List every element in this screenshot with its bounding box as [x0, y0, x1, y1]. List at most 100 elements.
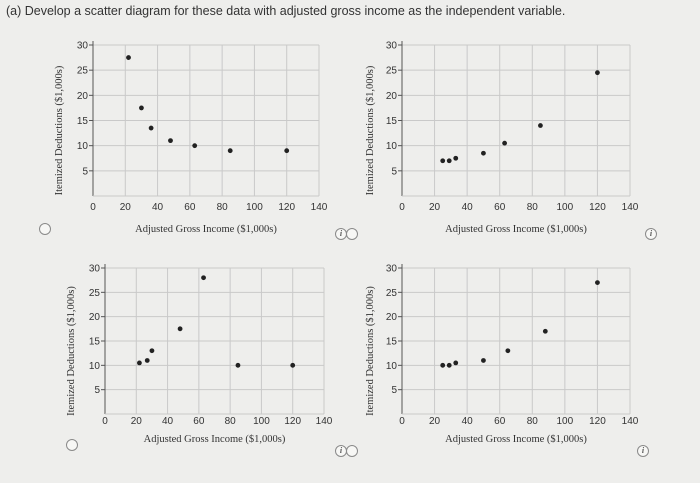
y-tick-label: 20 — [77, 91, 89, 102]
y-tick-label: 20 — [386, 91, 398, 102]
x-tick-label: 120 — [278, 202, 295, 213]
x-tick-label: 40 — [462, 202, 474, 213]
data-point — [595, 280, 600, 285]
option-d-radio[interactable] — [346, 445, 358, 457]
y-tick-label: 20 — [386, 312, 398, 323]
data-point — [481, 358, 486, 363]
data-point — [235, 362, 241, 368]
data-point — [481, 150, 486, 156]
data-point — [453, 155, 459, 161]
data-point — [290, 362, 296, 368]
info-icon-d[interactable]: i — [637, 445, 649, 457]
y-tick-label: 30 — [386, 264, 398, 275]
data-point — [139, 105, 144, 111]
x-tick-label: 60 — [494, 202, 506, 213]
data-point — [453, 360, 459, 366]
x-tick-label: 0 — [399, 416, 405, 427]
x-tick-label: 120 — [284, 416, 301, 427]
y-tick-label: 25 — [89, 288, 101, 299]
y-tick-label: 30 — [386, 41, 398, 52]
y-axis-label: Itemized Deductions ($1,000s) — [66, 286, 77, 416]
data-point — [502, 140, 507, 146]
x-tick-label: 80 — [527, 202, 539, 213]
y-tick-label: 25 — [386, 288, 398, 299]
x-tick-label: 100 — [557, 416, 574, 427]
x-tick-label: 20 — [429, 202, 441, 213]
data-point — [149, 348, 155, 354]
x-tick-label: 20 — [429, 416, 441, 427]
y-tick-label: 10 — [77, 141, 89, 152]
y-tick-label: 5 — [82, 166, 88, 177]
y-tick-label: 15 — [89, 337, 101, 348]
data-point — [168, 138, 173, 144]
x-tick-label: 60 — [184, 202, 196, 213]
y-tick-label: 25 — [386, 66, 398, 77]
x-tick-label: 140 — [311, 202, 328, 213]
data-point — [446, 158, 452, 164]
y-tick-label: 15 — [77, 116, 89, 127]
data-point — [148, 125, 154, 131]
data-point — [126, 55, 131, 60]
data-point — [538, 123, 543, 128]
y-tick-label: 25 — [77, 66, 89, 77]
x-tick-label: 60 — [494, 416, 506, 427]
x-tick-label: 20 — [131, 416, 143, 427]
y-tick-label: 5 — [94, 385, 100, 396]
data-point — [192, 143, 198, 149]
x-tick-label: 0 — [90, 202, 96, 213]
data-point — [440, 362, 446, 368]
y-tick-label: 10 — [386, 361, 398, 372]
x-axis-label: Adjusted Gross Income ($1,000s) — [135, 224, 277, 235]
data-point — [595, 70, 600, 76]
x-tick-label: 120 — [589, 202, 606, 213]
y-tick-label: 5 — [391, 385, 397, 396]
data-point — [201, 275, 206, 281]
x-axis-label: Adjusted Gross Income ($1,000s) — [445, 434, 587, 445]
option-a-radio[interactable] — [39, 223, 51, 235]
y-tick-label: 15 — [386, 337, 398, 348]
data-point — [542, 328, 548, 334]
data-point — [505, 348, 511, 354]
x-tick-label: 40 — [162, 416, 174, 427]
x-tick-label: 0 — [102, 416, 108, 427]
x-axis-label: Adjusted Gross Income ($1,000s) — [445, 224, 587, 235]
option-b-radio[interactable] — [346, 228, 358, 240]
x-tick-label: 40 — [462, 416, 474, 427]
y-tick-label: 30 — [89, 264, 101, 275]
x-tick-label: 20 — [120, 202, 132, 213]
y-axis-label: Itemized Deductions ($1,000s) — [365, 286, 376, 416]
data-point — [177, 326, 183, 332]
x-tick-label: 40 — [152, 202, 164, 213]
question-text: (a) Develop a scatter diagram for these … — [6, 4, 566, 18]
y-tick-label: 15 — [386, 116, 398, 127]
data-point — [227, 148, 233, 154]
x-axis-label: Adjusted Gross Income ($1,000s) — [144, 434, 286, 445]
y-tick-label: 30 — [77, 41, 89, 52]
y-tick-label: 10 — [89, 361, 101, 372]
x-tick-label: 140 — [622, 416, 639, 427]
info-icon-c[interactable]: i — [335, 445, 347, 457]
y-axis-label: Itemized Deductions ($1,000s) — [365, 65, 376, 195]
x-tick-label: 100 — [253, 416, 270, 427]
data-point — [440, 158, 446, 164]
data-point — [137, 360, 142, 366]
y-tick-label: 20 — [89, 312, 101, 323]
y-tick-label: 5 — [391, 166, 397, 177]
x-tick-label: 140 — [622, 202, 639, 213]
x-tick-label: 100 — [246, 202, 263, 213]
info-icon-b[interactable]: i — [645, 228, 657, 240]
x-tick-label: 80 — [217, 202, 229, 213]
data-point — [446, 362, 452, 368]
x-tick-label: 0 — [399, 202, 405, 213]
x-tick-label: 140 — [316, 416, 333, 427]
x-tick-label: 80 — [527, 416, 539, 427]
x-tick-label: 120 — [589, 416, 606, 427]
info-icon-a[interactable]: i — [335, 228, 347, 240]
option-c-radio[interactable] — [66, 439, 78, 451]
y-axis-label: Itemized Deductions ($1,000s) — [54, 65, 65, 195]
x-tick-label: 80 — [225, 416, 237, 427]
data-point — [144, 358, 150, 363]
x-tick-label: 100 — [557, 202, 574, 213]
x-tick-label: 60 — [193, 416, 205, 427]
